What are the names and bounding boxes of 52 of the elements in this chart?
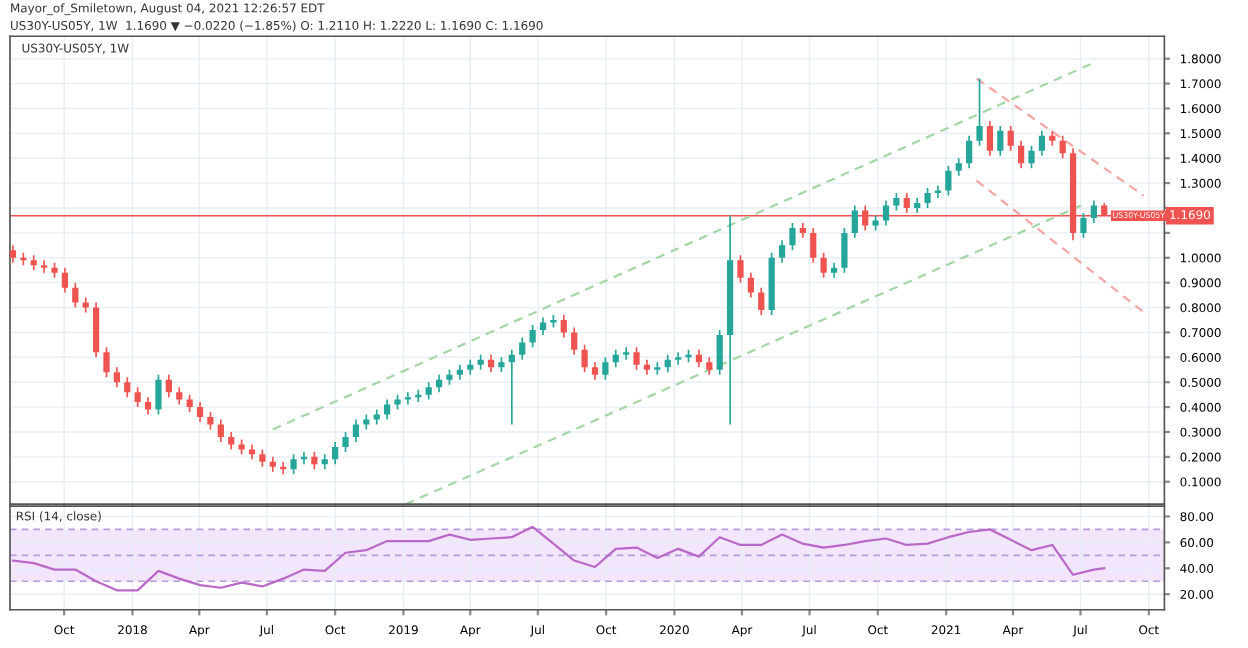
candlestick bbox=[1090, 199, 1097, 224]
candlestick bbox=[1028, 144, 1035, 170]
candlestick bbox=[155, 373, 162, 416]
candlestick bbox=[290, 453, 297, 476]
candlestick bbox=[1007, 125, 1014, 152]
candlestick bbox=[571, 326, 578, 356]
candlestick bbox=[352, 418, 360, 443]
candlestick bbox=[72, 281, 79, 309]
candlestick bbox=[41, 259, 48, 274]
candlestick bbox=[716, 329, 723, 376]
candlestick bbox=[747, 271, 754, 299]
candlestick bbox=[820, 251, 827, 279]
candlestick bbox=[737, 254, 744, 284]
candlestick bbox=[997, 125, 1004, 157]
candlestick bbox=[383, 398, 391, 421]
candlestick bbox=[61, 266, 69, 294]
candlestick bbox=[560, 314, 567, 339]
candlestick bbox=[986, 120, 994, 157]
candlestick bbox=[851, 204, 858, 239]
candlestick bbox=[134, 386, 141, 408]
candlestick bbox=[1038, 130, 1046, 157]
candlestick bbox=[342, 431, 349, 453]
candlestick bbox=[882, 199, 890, 227]
candlestick bbox=[675, 351, 682, 366]
candlestick bbox=[519, 336, 526, 361]
candlestick bbox=[103, 346, 110, 379]
candlestick bbox=[623, 346, 630, 361]
candlestick bbox=[1080, 212, 1087, 239]
line-series bbox=[11, 525, 1106, 592]
candlestick bbox=[789, 222, 796, 252]
candlestick bbox=[165, 373, 172, 398]
candlestick bbox=[778, 239, 786, 264]
candlestick bbox=[113, 366, 120, 389]
candlestick bbox=[758, 286, 765, 316]
candlestick bbox=[581, 344, 588, 374]
candlestick bbox=[945, 164, 952, 197]
candlestick bbox=[602, 356, 609, 381]
candlestick bbox=[976, 77, 983, 147]
candlestick bbox=[404, 391, 412, 406]
candlestick bbox=[217, 418, 224, 443]
candlestick bbox=[1017, 139, 1025, 170]
candlestick bbox=[810, 227, 817, 264]
candlestick bbox=[196, 401, 204, 423]
candlestick bbox=[124, 376, 131, 398]
candlestick bbox=[1059, 134, 1066, 160]
candlestick bbox=[966, 134, 973, 170]
candlestick bbox=[529, 324, 536, 349]
candlestick bbox=[633, 346, 640, 371]
candlestick bbox=[92, 301, 100, 359]
candlestick bbox=[332, 441, 339, 466]
candlestick bbox=[841, 227, 848, 274]
candlestick bbox=[924, 187, 931, 209]
